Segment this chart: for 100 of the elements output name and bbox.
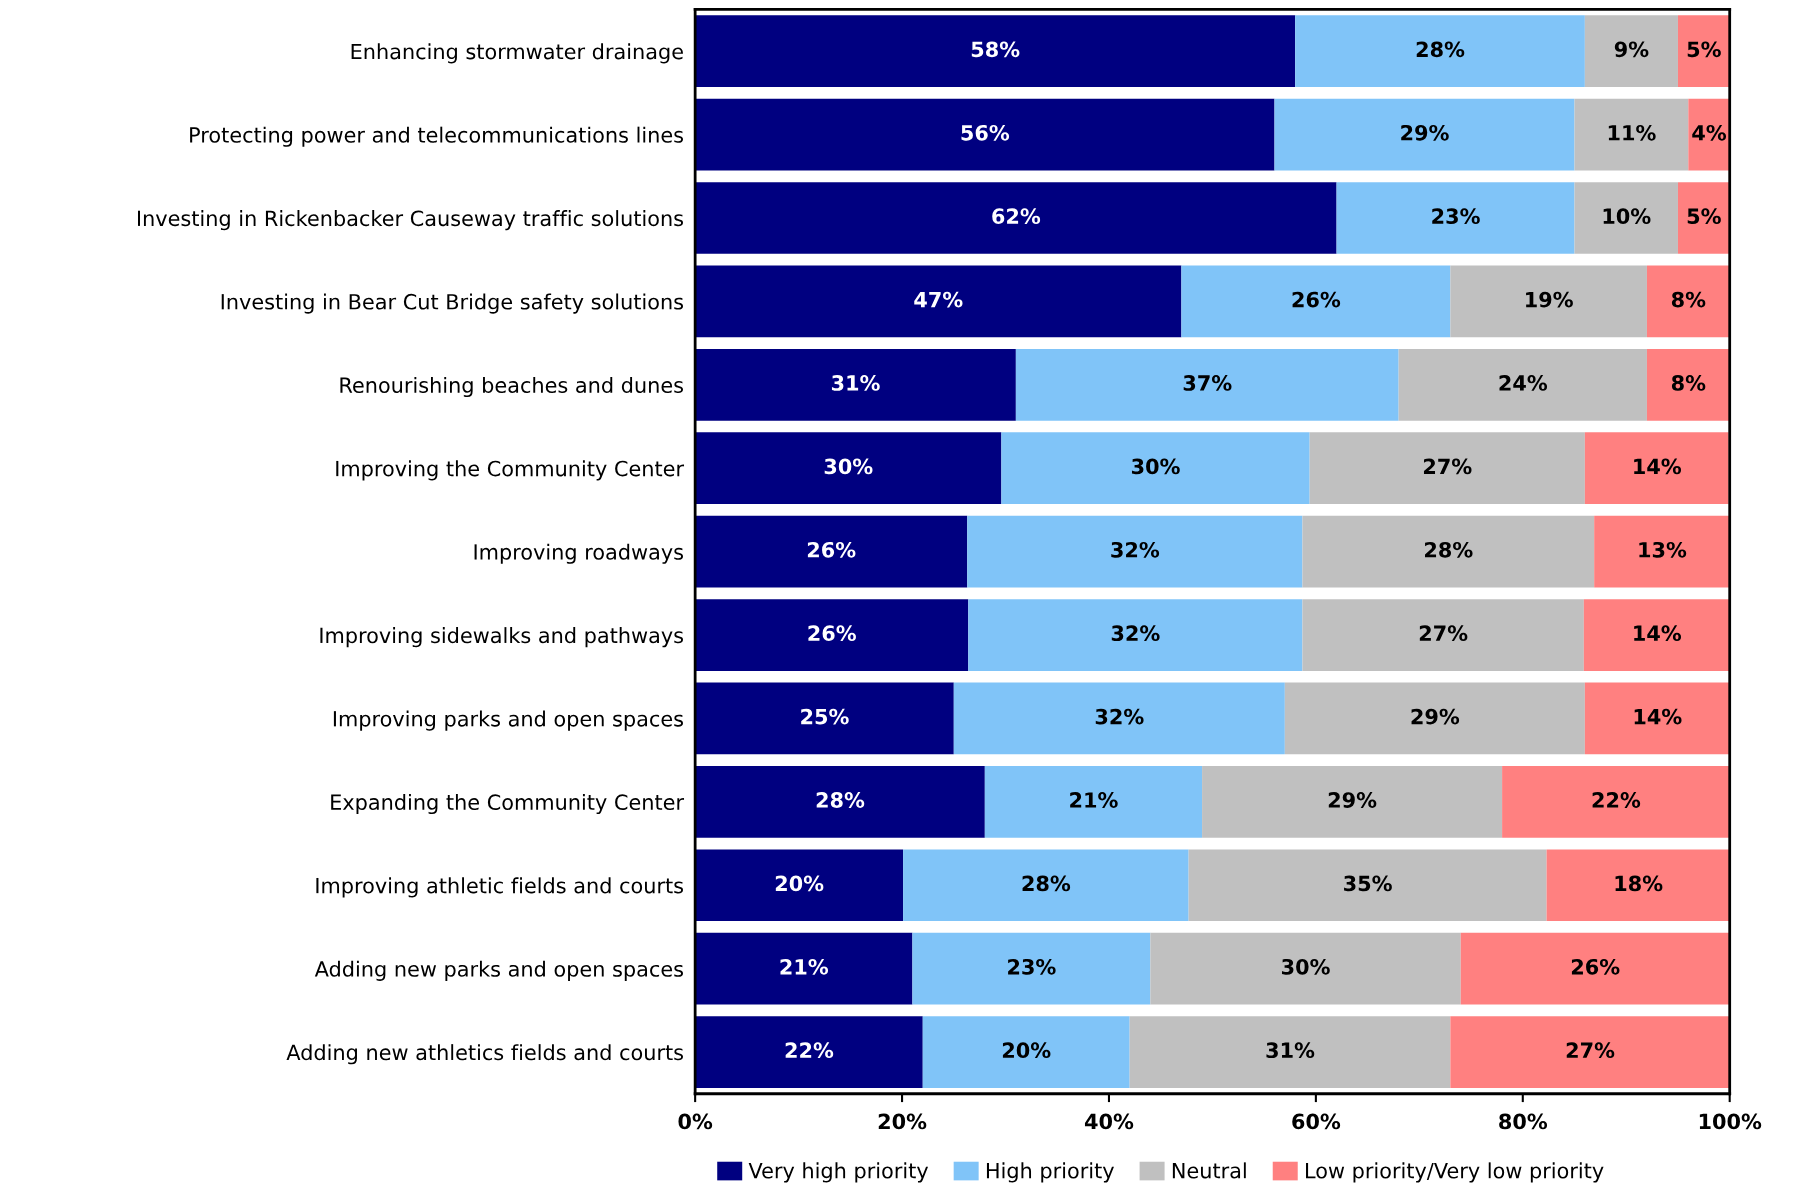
bar: [695, 849, 904, 922]
data-label: 21%: [1070, 792, 1118, 808]
data-label: 14%: [1634, 708, 1682, 725]
bar: [953, 682, 1285, 755]
bar: [1129, 1016, 1451, 1088]
bar: [967, 515, 1303, 588]
bar: [1646, 348, 1730, 421]
bar: [1450, 265, 1647, 338]
y-tick-label: Improving sidewalks and pathways: [320, 627, 684, 648]
data-label: 9%: [1614, 41, 1649, 58]
data-label: 29%: [1411, 708, 1460, 725]
bar: [1202, 765, 1503, 838]
legend-label: High priority: [986, 1162, 1114, 1183]
data-label: 14%: [1634, 625, 1682, 642]
bar: [984, 765, 1203, 838]
data-label: 28%: [1022, 875, 1071, 892]
bar: [1646, 265, 1730, 338]
data-label: 21%: [780, 958, 829, 975]
bar: [1584, 15, 1678, 88]
data-label: 28%: [1425, 541, 1473, 558]
bar: [695, 182, 1337, 254]
data-label: 32%: [1111, 625, 1160, 642]
bar: [1181, 265, 1451, 338]
data-label: 29%: [1401, 124, 1449, 141]
data-label: 10%: [1603, 208, 1651, 225]
data-label: 56%: [961, 124, 1010, 141]
bar: [695, 432, 1002, 505]
bar: [1188, 849, 1547, 922]
data-label: 28%: [1416, 41, 1465, 58]
bar: [695, 265, 1182, 338]
x-tick-label: 40%: [1084, 1113, 1134, 1130]
data-label: 58%: [971, 41, 1020, 58]
data-label: 62%: [992, 208, 1041, 225]
bar: [1284, 682, 1585, 755]
x-tick-label: 60%: [1292, 1113, 1341, 1130]
y-tick-label: Adding new parks and open spaces: [314, 960, 684, 981]
x-tick-label: 20%: [878, 1113, 927, 1130]
bar: [1336, 182, 1575, 254]
data-label: 5%: [1687, 41, 1721, 58]
bar: [1450, 1016, 1730, 1088]
y-tick-label: Adding new athletics fields and courts: [286, 1044, 684, 1065]
bar: [1015, 348, 1399, 421]
data-label: 8%: [1671, 291, 1706, 308]
bar: [912, 932, 1151, 1005]
bar: [1584, 432, 1729, 505]
data-label: 35%: [1344, 875, 1392, 892]
data-label: 37%: [1183, 375, 1232, 391]
data-label: 31%: [831, 375, 880, 391]
data-label: 32%: [1111, 541, 1160, 558]
y-tick-label: Improving roadways: [474, 543, 684, 564]
bar: [903, 849, 1189, 922]
y-tick-label: Investing in Bear Cut Bridge safety solutions: [221, 293, 684, 314]
legend-label: Neutral: [1172, 1162, 1246, 1179]
data-label: 30%: [1281, 958, 1330, 975]
data-label: 47%: [914, 291, 963, 308]
y-tick-label: Improving parks and open spaces: [333, 710, 684, 731]
bar: [1295, 15, 1585, 88]
data-label: 8%: [1671, 375, 1706, 391]
data-label: 32%: [1095, 708, 1144, 725]
x-tick-label: 0%: [678, 1113, 713, 1130]
bar: [1150, 932, 1461, 1005]
bar: [1574, 182, 1678, 254]
data-label: 27%: [1566, 1042, 1615, 1059]
data-label: 19%: [1526, 291, 1573, 308]
bar: [1584, 682, 1730, 755]
y-tick-label: Enhancing stormwater drainage: [351, 43, 683, 64]
y-tick-label: Protecting power and telecommunications lines: [190, 126, 684, 147]
bar: [968, 599, 1303, 671]
bar: [695, 682, 954, 755]
bar: [1574, 98, 1689, 171]
legend-label: Very high priority: [748, 1162, 929, 1183]
bar: [1677, 182, 1730, 254]
bar: [1502, 765, 1730, 838]
bar: [695, 15, 1296, 88]
data-label: 26%: [1571, 958, 1620, 975]
data-label: 4%: [1692, 124, 1727, 141]
data-label: 29%: [1328, 792, 1377, 808]
data-label: 28%: [816, 792, 865, 808]
y-tick-label: Renourishing beaches and dunes: [340, 376, 684, 398]
bar: [695, 765, 985, 838]
data-label: 26%: [808, 625, 856, 642]
bar: [695, 599, 969, 671]
bar: [695, 348, 1016, 421]
bar: [1583, 599, 1730, 671]
bar: [1460, 932, 1730, 1005]
data-label: 20%: [1002, 1042, 1051, 1059]
data-label: 22%: [785, 1042, 834, 1059]
bar: [1677, 15, 1730, 88]
bar: [1302, 515, 1595, 588]
data-label: 30%: [1131, 458, 1180, 475]
y-tick-label: Improving the Community Center: [336, 460, 685, 481]
data-label: 26%: [807, 541, 856, 558]
data-label: 20%: [775, 875, 824, 892]
bar: [695, 515, 968, 588]
bar: [695, 932, 913, 1005]
data-label: 30%: [824, 458, 873, 475]
bar: [1274, 98, 1575, 171]
data-label: 11%: [1608, 124, 1656, 141]
bar: [1594, 515, 1730, 588]
bar: [1302, 599, 1584, 671]
